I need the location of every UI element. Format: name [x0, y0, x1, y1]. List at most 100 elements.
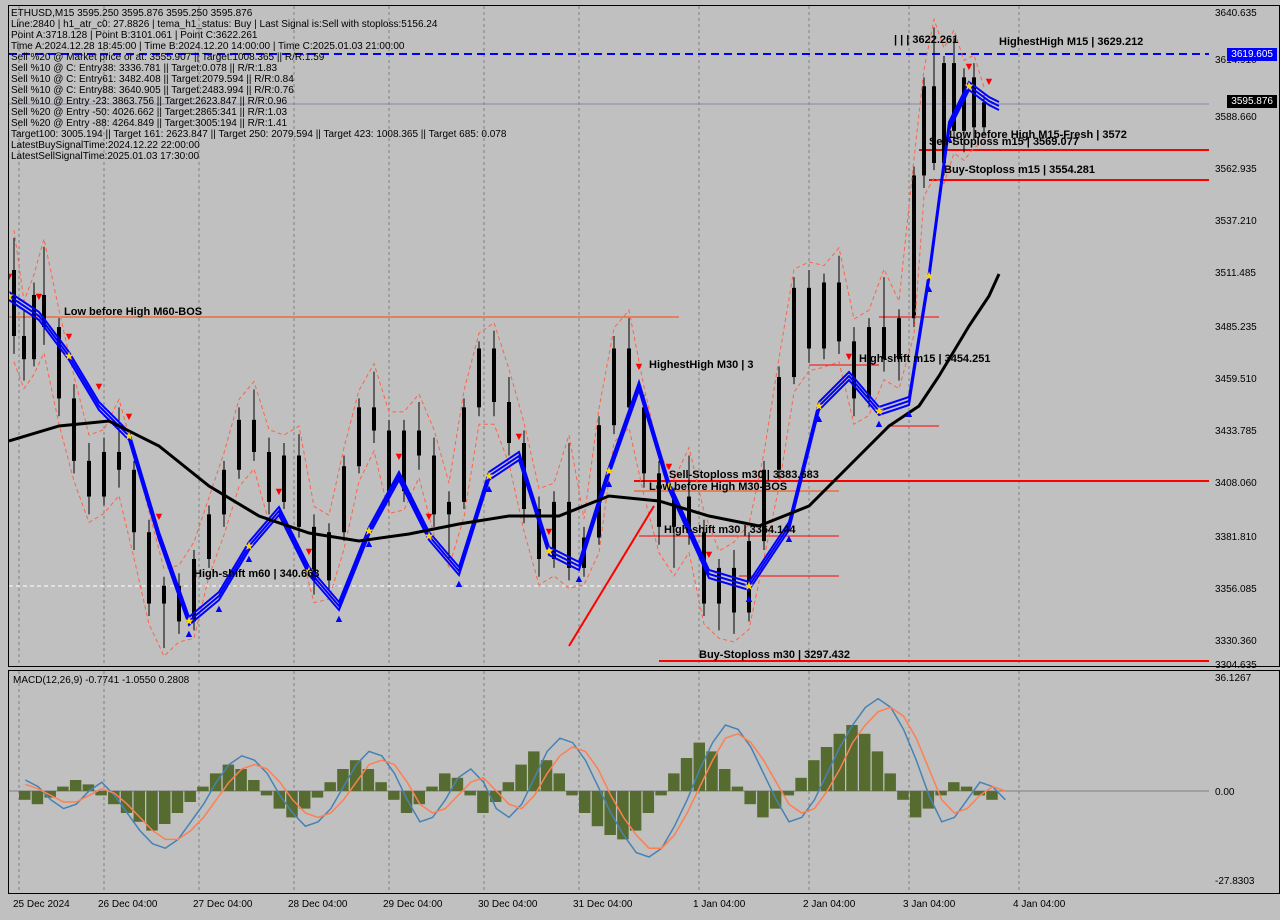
svg-text:▲: ▲: [244, 553, 255, 565]
svg-text:▲: ▲: [574, 573, 585, 585]
x-tick: 2 Jan 04:00: [803, 899, 855, 910]
svg-text:▲: ▲: [744, 593, 755, 605]
x-tick: 26 Dec 04:00: [98, 899, 158, 910]
y-tick: 3640.635: [1215, 8, 1257, 19]
svg-text:▼: ▼: [544, 526, 555, 538]
x-tick: 28 Dec 04:00: [288, 899, 348, 910]
info-line-6: Sell %10 @ C: Entry61: 3482.408 || Targe…: [11, 74, 294, 85]
info-line-8: Sell %10 @ Entry -23: 3863.756 || Target…: [11, 96, 287, 107]
info-line-13: LatestSellSignalTime:2025.01.03 17:30:00: [11, 151, 199, 162]
y-axis-main: 3640.6353614.9103588.6603562.9353537.210…: [1209, 5, 1280, 667]
chart-annotation-4: Low before High M30-BOS: [649, 481, 787, 493]
y-tick: 3511.485: [1215, 268, 1256, 279]
svg-text:▲: ▲: [454, 578, 465, 590]
svg-text:▼: ▼: [984, 76, 995, 88]
chart-annotation-9: HighestHigh M15 | 3629.212: [999, 36, 1143, 48]
info-line-12: LatestBuySignalTime:2024.12.22 22:00:00: [11, 140, 200, 151]
svg-text:★: ★: [484, 469, 495, 483]
svg-text:★: ★: [244, 539, 255, 553]
x-tick: 3 Jan 04:00: [903, 899, 955, 910]
indicator-svg: [9, 671, 1209, 893]
svg-text:★: ★: [604, 464, 615, 478]
svg-text:▼: ▼: [394, 451, 405, 463]
x-tick: 4 Jan 04:00: [1013, 899, 1065, 910]
svg-text:▼: ▼: [424, 511, 435, 523]
y-tick: 3562.935: [1215, 164, 1257, 175]
y-tick: 3459.510: [1215, 374, 1257, 385]
info-line-1: Line:2840 | h1_atr_c0: 27.8826 | tema_h1…: [11, 19, 437, 30]
svg-text:★: ★: [814, 399, 825, 413]
svg-text:★: ★: [184, 614, 195, 628]
svg-text:▼: ▼: [64, 331, 75, 343]
svg-text:▼: ▼: [304, 546, 315, 558]
price-marker-current: 3595.876: [1227, 95, 1277, 108]
info-line-2: Point A:3718.128 | Point B:3101.061 | Po…: [11, 30, 258, 41]
svg-text:▲: ▲: [604, 478, 615, 490]
macd-indicator-chart[interactable]: MACD(12,26,9) -0.7741 -1.0550 0.2808: [8, 670, 1209, 894]
svg-text:▼: ▼: [964, 61, 975, 73]
info-line-9: Sell %20 @ Entry -50: 4026.662 || Target…: [11, 107, 287, 118]
info-line-5: Sell %10 @ C: Entry38: 3336.781 || Targe…: [11, 63, 277, 74]
svg-text:▼: ▼: [34, 291, 45, 303]
chart-annotation-3: Sell-Stoploss m30 | 3383.683: [669, 469, 819, 481]
x-axis: 25 Dec 202426 Dec 04:0027 Dec 04:0028 De…: [8, 894, 1208, 920]
info-line-0: ETHUSD,M15 3595.250 3595.876 3595.250 35…: [11, 8, 252, 19]
svg-text:▲: ▲: [924, 283, 935, 295]
svg-text:▲: ▲: [214, 603, 225, 615]
svg-text:▼: ▼: [154, 511, 165, 523]
chart-annotation-1: High-shift m60 | 340.663: [194, 568, 319, 580]
y-tick: 3381.810: [1215, 532, 1257, 543]
y-tick: 3330.360: [1215, 636, 1257, 647]
y-tick: 3356.085: [1215, 584, 1257, 595]
chart-annotation-8: | | | 3622.261: [894, 34, 958, 46]
chart-annotation-5: High-shift m30 | 3364.144: [664, 524, 795, 536]
chart-annotation-11: Sell-Stoploss m15 | 3569.077: [929, 136, 1079, 148]
macd-label: MACD(12,26,9) -0.7741 -1.0550 0.2808: [13, 675, 189, 686]
x-tick: 1 Jan 04:00: [693, 899, 745, 910]
price-marker-blue: 3619.605: [1227, 48, 1277, 61]
chart-annotation-2: HighestHigh M30 | 3: [649, 359, 754, 371]
x-tick: 31 Dec 04:00: [573, 899, 633, 910]
info-line-4: Sell %20 @ Market price or at: 3555.907 …: [11, 52, 324, 63]
y-tick-ind: 36.1267: [1215, 673, 1251, 684]
chart-annotation-7: High-shift m15 | 3454.251: [859, 353, 990, 365]
svg-text:▼: ▼: [124, 411, 135, 423]
info-line-11: Target100: 3005.194 || Target 161: 2623.…: [11, 129, 506, 140]
svg-text:▼: ▼: [634, 361, 645, 373]
chart-annotation-12: Buy-Stoploss m15 | 3554.281: [944, 164, 1095, 176]
svg-text:▼: ▼: [704, 549, 715, 561]
y-tick: 3408.060: [1215, 478, 1257, 489]
svg-text:★: ★: [544, 544, 555, 558]
svg-text:▼: ▼: [844, 351, 855, 363]
svg-text:▼: ▼: [514, 431, 525, 443]
svg-text:★: ★: [744, 579, 755, 593]
svg-text:▼: ▼: [274, 486, 285, 498]
main-price-chart[interactable]: ★▼▼★▼▼★▼▼★▲▲★▲▼★▼▲★▲▼★▼▲★▲▼★▼▲★▲▼★▼▼★▲▲★…: [8, 5, 1209, 667]
y-tick: 3537.210: [1215, 216, 1257, 227]
y-axis-indicator: 36.12670.00-27.8303: [1209, 670, 1280, 894]
svg-text:▲: ▲: [814, 413, 825, 425]
info-line-3: Time A:2024.12.28 18:45:00 | Time B:2024…: [11, 41, 404, 52]
svg-text:▼: ▼: [94, 381, 105, 393]
svg-text:▲: ▲: [484, 483, 495, 495]
svg-text:▼: ▼: [9, 271, 14, 283]
svg-text:★: ★: [874, 404, 885, 418]
info-line-7: Sell %10 @ C: Entry88: 3640.905 || Targe…: [11, 85, 294, 96]
y-tick-ind: -27.8303: [1215, 876, 1254, 887]
svg-text:★: ★: [424, 529, 435, 543]
svg-text:★: ★: [9, 289, 14, 303]
svg-text:★: ★: [924, 269, 935, 283]
svg-text:▲: ▲: [364, 538, 375, 550]
chart-container: ★▼▼★▼▼★▼▼★▲▲★▲▼★▼▲★▲▼★▼▲★▲▼★▼▲★▲▼★▼▼★▲▲★…: [0, 0, 1280, 920]
y-tick: 3433.785: [1215, 426, 1257, 437]
svg-text:★: ★: [364, 524, 375, 538]
svg-text:▲: ▲: [874, 418, 885, 430]
svg-text:▲: ▲: [184, 628, 195, 640]
x-tick: 25 Dec 2024: [13, 899, 70, 910]
svg-text:★: ★: [64, 349, 75, 363]
svg-text:▲: ▲: [904, 408, 915, 420]
svg-text:▲: ▲: [334, 613, 345, 625]
y-tick: 3485.235: [1215, 322, 1257, 333]
x-tick: 29 Dec 04:00: [383, 899, 443, 910]
x-tick: 30 Dec 04:00: [478, 899, 538, 910]
